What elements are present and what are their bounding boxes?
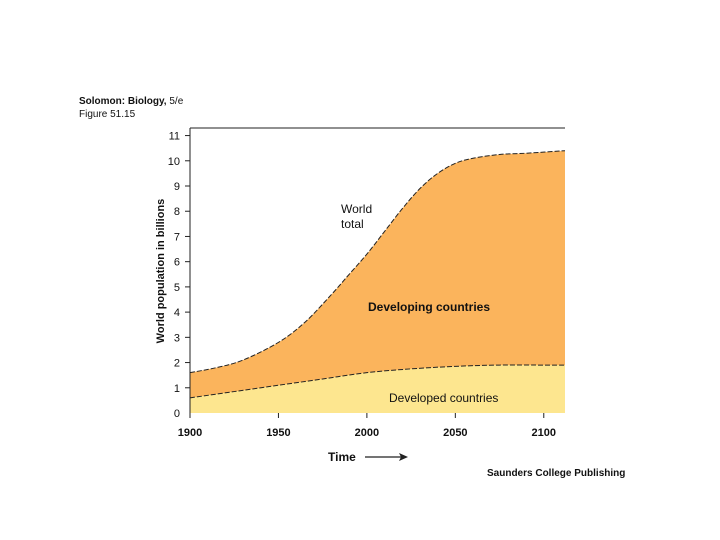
book-name: Solomon: Biology, (79, 96, 167, 107)
y-tick-label-11: 11 (169, 131, 180, 143)
developing-countries-label: Developing countries (368, 300, 490, 314)
publisher-credit: Saunders College Publishing (487, 468, 626, 479)
y-tick-label-3: 3 (174, 332, 180, 344)
y-tick-label-6: 6 (174, 257, 180, 269)
y-axis-title: World population in billions (155, 199, 167, 344)
developed-countries-line (189, 364, 565, 399)
y-tick-label-1: 1 (174, 383, 180, 395)
y-tick-label-4: 4 (174, 307, 180, 319)
y-tick-label-8: 8 (174, 206, 180, 218)
x-tick-label-2000: 2000 (355, 427, 379, 439)
x-tick-label-2050: 2050 (443, 427, 467, 439)
x-tick-label-1900: 1900 (178, 427, 202, 439)
world-total-label-line1: World (341, 202, 372, 216)
book-title: Solomon: Biology, 5/e (79, 95, 183, 108)
y-tick-label-0: 0 (174, 408, 180, 420)
book-edition: 5/e (169, 96, 184, 107)
developed-countries-label: Developed countries (389, 391, 498, 405)
y-tick-label-5: 5 (174, 282, 180, 294)
x-tick-label-2100: 2100 (532, 427, 556, 439)
y-tick-label-7: 7 (174, 231, 180, 243)
x-axis-arrow-head (399, 453, 408, 461)
developed-countries-area (190, 364, 565, 413)
figure-number: Figure 51.15 (79, 109, 136, 120)
x-axis-title: Time (328, 450, 356, 464)
y-tick-label-2: 2 (174, 358, 180, 370)
developing-countries-area (190, 150, 565, 414)
figure-header: Solomon: Biology, 5/e Figure 51.15 (79, 95, 183, 121)
x-tick-label-1950: 1950 (266, 427, 290, 439)
world-total-line (189, 150, 566, 374)
y-tick-label-10: 10 (168, 156, 180, 168)
world-total-label-line2: total (341, 217, 364, 231)
y-tick-label-9: 9 (174, 181, 180, 193)
